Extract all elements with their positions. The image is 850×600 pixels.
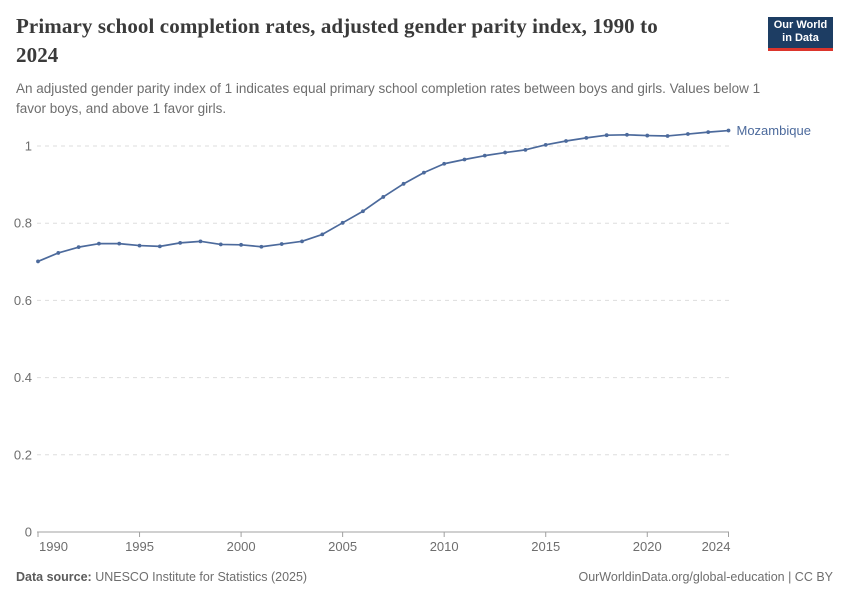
y-tick-label: 0.6 <box>14 293 32 308</box>
x-tick-label: 1995 <box>125 539 154 554</box>
x-tick-label: 2020 <box>633 539 662 554</box>
chart-header: Primary school completion rates, adjuste… <box>16 12 764 119</box>
data-point[interactable] <box>178 240 183 245</box>
x-tick-label: 2010 <box>430 539 459 554</box>
data-point[interactable] <box>36 259 40 264</box>
data-point[interactable] <box>706 130 711 135</box>
data-source-text: UNESCO Institute for Statistics (2025) <box>91 570 308 584</box>
x-tick-label: 2000 <box>227 539 256 554</box>
data-point[interactable] <box>482 153 487 158</box>
data-source-note: Data source: UNESCO Institute for Statis… <box>16 570 307 584</box>
y-tick-label: 0.2 <box>14 447 32 462</box>
data-point[interactable] <box>320 232 325 237</box>
data-point[interactable] <box>523 147 528 152</box>
data-point[interactable] <box>564 139 568 143</box>
data-point[interactable] <box>137 243 142 248</box>
x-tick-label: 2024 <box>702 539 731 554</box>
data-point[interactable] <box>239 242 243 247</box>
data-point[interactable] <box>401 181 406 186</box>
owid-logo-text: Our World in Data <box>768 17 833 48</box>
data-point[interactable] <box>442 161 447 166</box>
data-source-label: Data source: <box>16 570 92 584</box>
data-point[interactable] <box>198 239 203 244</box>
data-point[interactable] <box>462 157 467 162</box>
x-tick-label: 1990 <box>39 539 68 554</box>
data-point[interactable] <box>259 244 264 249</box>
data-point[interactable] <box>685 132 690 136</box>
data-point[interactable] <box>56 251 61 255</box>
data-point[interactable] <box>157 244 162 249</box>
data-point[interactable] <box>218 242 223 247</box>
data-point[interactable] <box>604 133 609 138</box>
data-point[interactable] <box>97 241 101 246</box>
data-point[interactable] <box>300 239 304 244</box>
data-point[interactable] <box>76 245 81 250</box>
x-tick-label: 2005 <box>328 539 357 554</box>
data-point[interactable] <box>340 220 345 225</box>
data-point[interactable] <box>584 135 589 140</box>
data-point[interactable] <box>421 170 426 175</box>
chart-title: Primary school completion rates, adjuste… <box>16 14 658 67</box>
data-point[interactable] <box>625 132 629 137</box>
y-tick-label: 0.8 <box>14 216 32 231</box>
data-point[interactable] <box>117 241 122 246</box>
data-point[interactable] <box>279 242 284 246</box>
owid-logo-red-bar <box>768 48 833 51</box>
chart-subtitle: An adjusted gender parity index of 1 ind… <box>16 81 761 116</box>
data-point[interactable] <box>726 128 731 133</box>
attribution-link[interactable]: OurWorldinData.org/global-education | CC… <box>578 570 833 584</box>
data-point[interactable] <box>503 150 508 155</box>
x-tick-label: 2015 <box>531 539 560 554</box>
data-point[interactable] <box>665 134 670 138</box>
y-tick-label: 0.4 <box>14 370 32 385</box>
data-point[interactable] <box>645 133 650 138</box>
chart-footer: Data source: UNESCO Institute for Statis… <box>16 570 833 584</box>
data-point[interactable] <box>361 209 365 214</box>
y-tick-label: 0 <box>25 525 32 540</box>
y-tick-label: 1 <box>25 139 32 154</box>
series-end-label: Mozambique <box>737 123 811 138</box>
data-point[interactable] <box>543 142 548 147</box>
data-point[interactable] <box>381 195 386 199</box>
owid-logo[interactable]: Our World in Data <box>768 17 833 51</box>
